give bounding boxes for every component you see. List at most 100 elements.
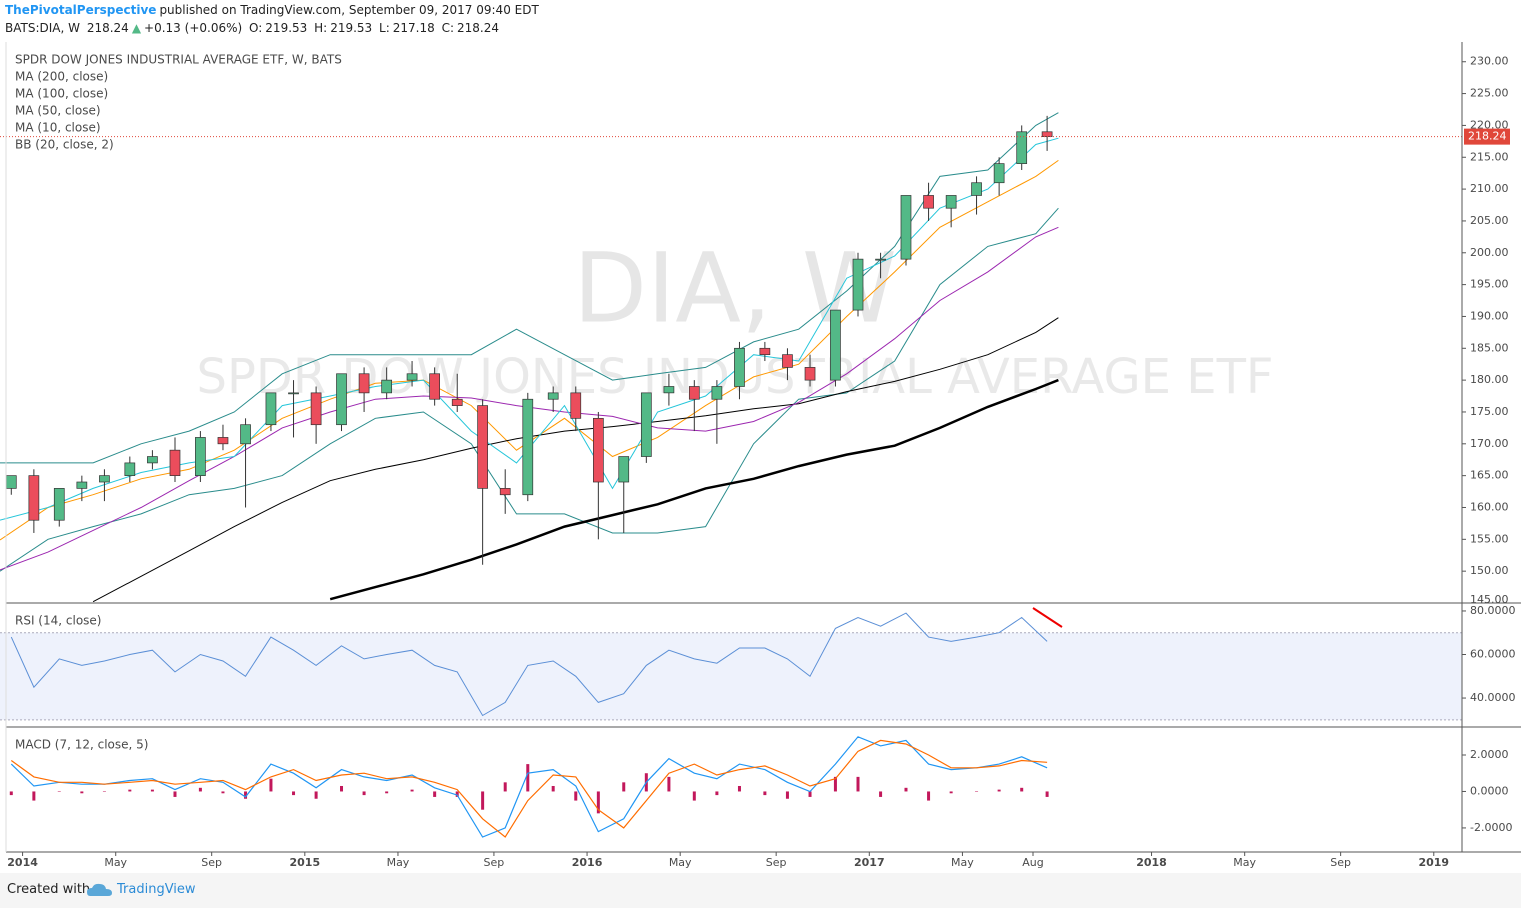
y-tick-label: 185.00 — [1470, 341, 1509, 354]
y-tick-label: 150.00 — [1470, 564, 1509, 577]
macd-histogram-bar — [856, 776, 860, 792]
y-tick-label: 155.00 — [1470, 532, 1509, 545]
x-tick-label: Sep — [484, 856, 505, 869]
macd-histogram-bar — [596, 791, 600, 814]
header-line-1: ThePivotalPerspective published on Tradin… — [5, 3, 542, 17]
candle-body — [547, 392, 559, 400]
candle-body — [381, 379, 393, 394]
ma-line — [0, 226, 1059, 571]
macd-histogram-bar — [385, 791, 389, 794]
candle-body — [830, 309, 841, 381]
macd-histogram-bar — [833, 776, 837, 792]
macd-histogram-bar — [526, 764, 530, 792]
macd-histogram-bar — [221, 791, 225, 794]
y-tick-label: 205.00 — [1470, 214, 1509, 227]
ohlc-label: C: — [441, 21, 455, 35]
macd-histogram-bar — [808, 791, 812, 797]
macd-histogram-bar — [9, 791, 13, 796]
y-tick-label: 230.00 — [1470, 55, 1509, 68]
macd-histogram-bar — [763, 791, 767, 796]
y-tick-label: 200.00 — [1470, 246, 1509, 259]
header-line-2: BATS:DIA, W 218.24 ▲ +0.13 (+0.06%) O: 219.… — [5, 21, 502, 35]
last-price-label: 218.24 — [1468, 130, 1507, 143]
y-tick-label: 190.00 — [1470, 309, 1509, 322]
macd-histogram-bar — [340, 785, 344, 792]
macd-signal-line — [10, 739, 1048, 838]
arrow: ▲ — [131, 21, 142, 35]
macd-histogram-bar — [667, 776, 671, 792]
macd-histogram-bar — [503, 782, 507, 792]
candle-body — [99, 475, 110, 483]
last: 218.24 — [86, 21, 129, 35]
x-tick-label: 2019 — [1418, 856, 1449, 869]
macd-histogram-bar — [198, 787, 202, 792]
macd-histogram-bar — [927, 791, 931, 801]
candle-body — [451, 398, 463, 406]
macd-histogram-bar — [32, 791, 36, 801]
macd-histogram-bar — [1045, 791, 1049, 797]
macd-histogram-bar — [128, 789, 132, 792]
macd-histogram-bar — [269, 778, 273, 792]
legend-entry: MA (200, close) — [15, 70, 108, 84]
brand-icon — [87, 883, 112, 896]
y-tick-label: 60.0000 — [1470, 648, 1516, 661]
candle-body — [618, 456, 630, 483]
y-tick-label: 210.00 — [1470, 182, 1509, 195]
candle-body — [663, 386, 675, 394]
candle-body — [477, 405, 488, 489]
author[interactable]: ThePivotalPerspective — [5, 3, 157, 17]
macd-histogram-bar — [715, 791, 719, 796]
candle-body — [875, 258, 886, 261]
macd-histogram-bar — [1020, 787, 1024, 792]
ohlc-label: L: — [379, 21, 390, 35]
macd-histogram-bar — [785, 791, 789, 799]
candle-body — [288, 392, 299, 395]
macd-pane — [9, 736, 1049, 838]
x-tick-label: May — [951, 856, 974, 869]
y-tick-label: 175.00 — [1470, 405, 1509, 418]
candle-body — [76, 481, 88, 489]
legend-title: SPDR DOW JONES INDUSTRIAL AVERAGE ETF, W… — [15, 53, 342, 67]
candle-body — [310, 392, 322, 426]
divergence-annotation — [1032, 607, 1063, 628]
macd-histogram-bar — [904, 787, 908, 792]
x-tick-label: Sep — [1330, 856, 1351, 869]
y-tick-label: 180.00 — [1470, 373, 1509, 386]
y-tick-label: 225.00 — [1470, 87, 1509, 100]
candle-body — [240, 424, 251, 445]
ma-line — [329, 378, 1059, 601]
candle-body — [759, 347, 771, 356]
rsi-band — [0, 632, 1462, 720]
symbol: BATS:DIA, W — [5, 21, 80, 35]
candle-body — [945, 195, 957, 209]
x-tick-label: May — [669, 856, 692, 869]
candle-body — [499, 488, 511, 496]
macd-histogram-bar — [551, 785, 555, 792]
ohlc-value: 217.18 — [392, 21, 435, 35]
rsi-pane — [0, 612, 1462, 721]
candle-body — [900, 195, 912, 260]
candle-body — [993, 163, 1005, 184]
macd-histogram-bar — [102, 791, 106, 792]
y-tick-label: 0.0000 — [1470, 784, 1509, 797]
ohlc-value: 219.53 — [330, 21, 373, 35]
footer-text: Created with — [7, 882, 91, 897]
y-tick-label: 215.00 — [1470, 150, 1509, 163]
plot-layer: 145.00150.00155.00160.00165.00170.00175.… — [0, 55, 1516, 869]
candle-body — [804, 367, 816, 381]
macd-histogram-bar — [244, 791, 248, 799]
ma-line — [92, 317, 1059, 603]
y-tick-label: 80.0000 — [1470, 604, 1516, 617]
candle-body — [265, 392, 277, 426]
macd-histogram-bar — [481, 791, 485, 810]
candle-body — [688, 386, 700, 400]
rsi-label: RSI (14, close) — [15, 614, 101, 628]
legend-entry: MA (10, close) — [15, 121, 101, 135]
candle-body — [971, 182, 982, 196]
brand[interactable]: TradingView — [117, 882, 196, 897]
candle-body — [124, 462, 136, 476]
macd-histogram-bar — [150, 789, 154, 792]
legend-entry: BB (20, close, 2) — [15, 138, 114, 152]
candle-body — [711, 386, 723, 400]
ohlc-label: O: — [249, 21, 263, 35]
